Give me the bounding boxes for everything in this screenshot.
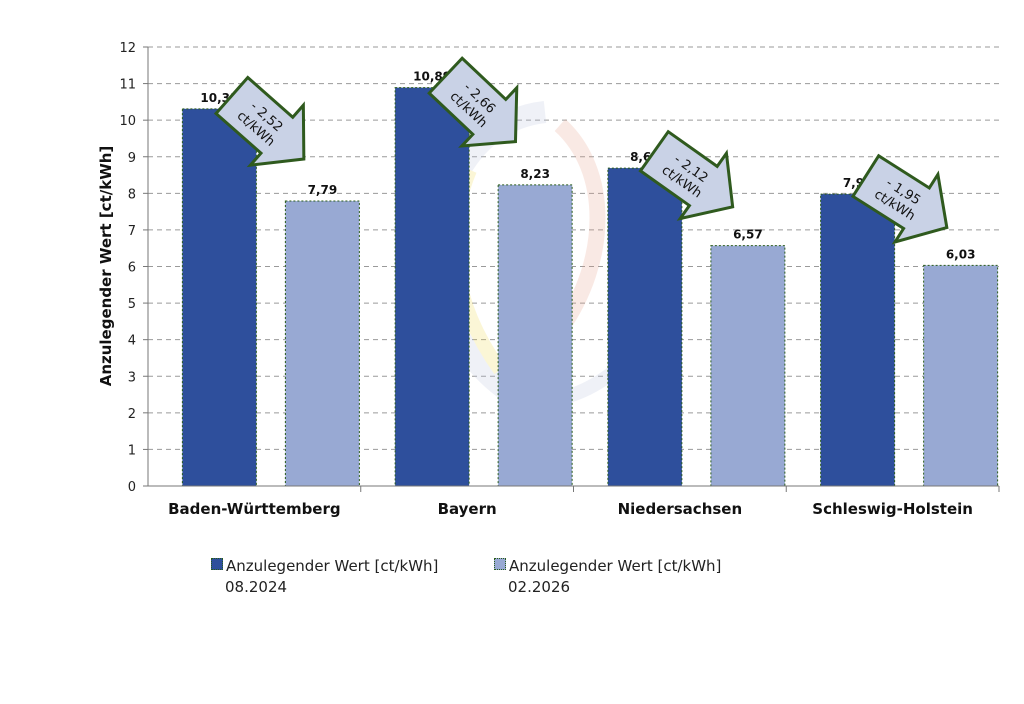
y-tick-label: 12 <box>119 41 136 56</box>
y-tick-label: 8 <box>128 187 136 202</box>
bars <box>181 87 999 487</box>
arrow-shape <box>850 153 949 245</box>
legend-item-series-2: Anzulegender Wert [ct/kWh] 02.2026 <box>494 556 721 598</box>
data-label: 6,03 <box>946 247 976 261</box>
bar <box>284 200 360 487</box>
y-tick-label: 0 <box>128 480 136 495</box>
arrow-shape <box>638 129 735 221</box>
data-label: 8,23 <box>520 167 550 181</box>
x-tick-label: Niedersachsen <box>618 500 743 518</box>
legend-swatch <box>494 558 506 570</box>
x-tick-label: Schleswig-Holstein <box>812 500 973 518</box>
data-label: 7,79 <box>308 183 338 197</box>
bar <box>923 264 999 487</box>
bar <box>394 87 470 487</box>
y-tick-label: 10 <box>119 114 136 129</box>
legend-item-series-1: Anzulegender Wert [ct/kWh] 08.2024 <box>211 556 438 598</box>
y-tick-label: 5 <box>128 297 136 312</box>
data-label: 6,57 <box>733 228 763 242</box>
arrow-shape <box>213 75 306 168</box>
bar <box>820 193 896 487</box>
legend-label-line2: 08.2024 <box>225 578 288 596</box>
legend-label-line1: Anzulegender Wert [ct/kWh] <box>509 557 722 575</box>
y-tick-label: 3 <box>128 370 136 385</box>
x-tick-label: Baden-Württemberg <box>168 500 341 518</box>
legend-swatch <box>211 558 223 570</box>
y-tick-label: 7 <box>128 224 136 239</box>
bar <box>181 108 257 487</box>
legend-label-line1: Anzulegender Wert [ct/kWh] <box>226 557 439 575</box>
bar <box>710 245 786 487</box>
bar <box>607 167 683 487</box>
y-tick-label: 11 <box>119 78 136 93</box>
arrow-shape <box>427 56 519 148</box>
gridlines <box>148 46 999 450</box>
y-tick-label: 9 <box>128 151 136 166</box>
y-tick-label: 2 <box>128 407 136 422</box>
y-axis-label: Anzulegender Wert [ct/kWh] <box>97 146 115 387</box>
x-tick-label: Bayern <box>438 500 497 518</box>
y-tick-label: 6 <box>128 261 136 276</box>
y-tick-label: 1 <box>128 443 136 458</box>
legend-label-line2: 02.2026 <box>508 578 571 596</box>
y-tick-label: 4 <box>128 334 136 349</box>
bar <box>497 184 573 487</box>
